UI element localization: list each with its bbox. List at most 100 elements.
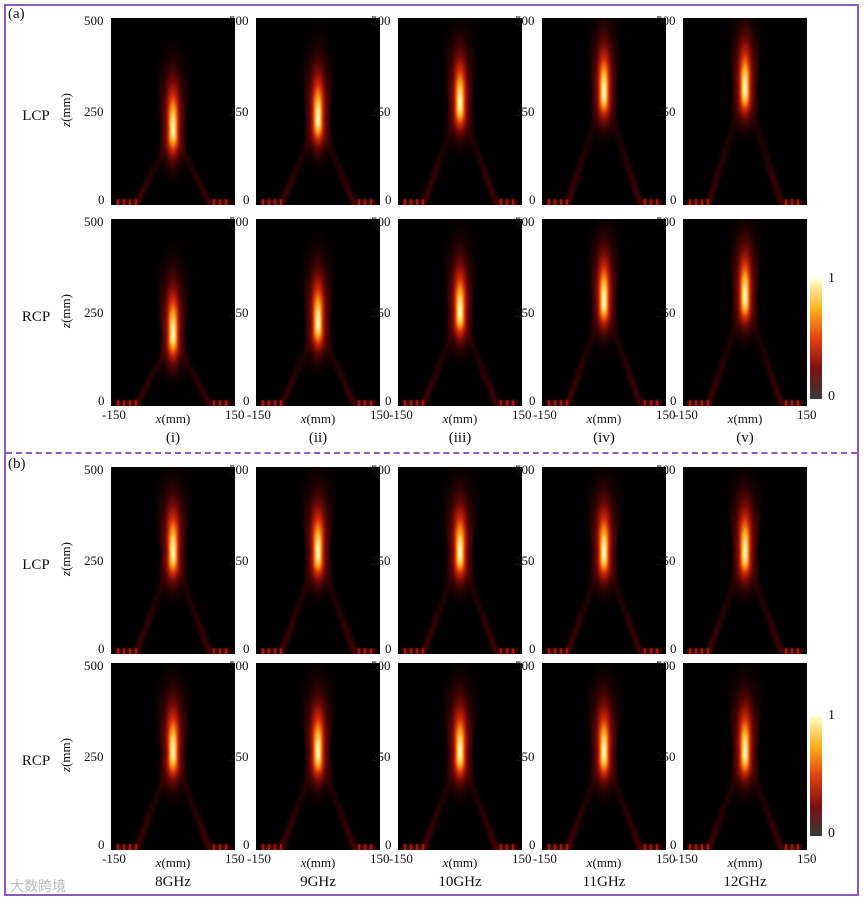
subplot-label: (i)	[165, 430, 181, 446]
intensity-map	[111, 18, 235, 205]
y-tick-label: 0	[385, 393, 392, 408]
y-tick-label: 0	[243, 393, 250, 408]
z-axis-unit: (mm)	[58, 294, 73, 323]
y-tick-label: 0	[385, 837, 392, 852]
y-tick-label: 250	[371, 552, 391, 568]
y-tick-label: 0	[670, 641, 677, 656]
y-tick-label: 0	[529, 192, 536, 207]
x-axis-var: x	[155, 411, 162, 426]
z-axis-var: z	[58, 570, 73, 576]
x-tick-label: 150	[797, 407, 817, 422]
y-tick-label: 0	[98, 837, 105, 852]
x-tick-label: 150	[370, 407, 390, 422]
y-tick-label: 250	[515, 103, 535, 119]
x-tick-label: -150	[247, 407, 271, 422]
y-tick-label: 0	[243, 192, 250, 207]
y-tick-label: 0	[243, 641, 250, 656]
y-tick-label: 500	[656, 13, 676, 28]
z-axis-var: z	[58, 322, 73, 328]
y-tick-label: 250	[84, 304, 104, 320]
y-tick-label: 0	[243, 837, 250, 852]
colorbar-min-label: 0	[828, 826, 835, 841]
y-tick-label: 0	[529, 393, 536, 408]
x-axis-var: x	[727, 411, 734, 426]
z-axis-unit: (mm)	[58, 93, 73, 122]
y-tick-label: 250	[371, 304, 391, 320]
z-axis-label: z(mm)	[58, 529, 74, 589]
x-axis-unit: (mm)	[161, 411, 191, 426]
subplot-label: (iv)	[593, 430, 615, 446]
z-axis-var: z	[58, 121, 73, 127]
x-axis-label: x(mm)	[710, 411, 780, 427]
panel-divider	[6, 452, 857, 454]
x-tick-label: -150	[674, 851, 698, 866]
x-axis-label: x(mm)	[283, 411, 353, 427]
x-axis-var: x	[586, 855, 593, 870]
x-axis-var: x	[300, 855, 307, 870]
x-axis-unit: (mm)	[448, 855, 478, 870]
x-axis-unit: (mm)	[306, 855, 336, 870]
intensity-map	[683, 467, 807, 654]
y-tick-label: 500	[656, 462, 676, 477]
x-tick-label: -150	[674, 407, 698, 422]
y-tick-label: 250	[515, 748, 535, 764]
x-axis-label: x(mm)	[425, 855, 495, 871]
intensity-map	[111, 467, 235, 654]
colorbar	[810, 716, 822, 836]
intensity-map	[111, 663, 235, 850]
y-tick-label: 250	[656, 748, 676, 764]
intensity-map	[398, 663, 522, 850]
colorbar-max-label: 1	[828, 271, 835, 286]
y-tick-label: 0	[529, 837, 536, 852]
y-tick-label: 250	[656, 304, 676, 320]
z-axis-label: z(mm)	[58, 281, 74, 341]
x-axis-var: x	[442, 855, 449, 870]
y-tick-label: 250	[84, 552, 104, 568]
y-tick-label: 250	[371, 748, 391, 764]
x-axis-label: x(mm)	[138, 411, 208, 427]
y-tick-label: 250	[84, 748, 104, 764]
x-axis-unit: (mm)	[733, 855, 763, 870]
y-tick-label: 500	[229, 462, 249, 477]
x-axis-label: x(mm)	[425, 411, 495, 427]
intensity-map	[398, 18, 522, 205]
x-tick-label: 150	[797, 851, 817, 866]
y-tick-label: 250	[229, 304, 249, 320]
x-axis-var: x	[155, 855, 162, 870]
x-axis-var: x	[300, 411, 307, 426]
y-tick-label: 500	[656, 214, 676, 229]
x-axis-unit: (mm)	[306, 411, 336, 426]
colorbar-min-label: 0	[828, 389, 835, 404]
y-tick-label: 250	[229, 552, 249, 568]
x-axis-var: x	[586, 411, 593, 426]
y-tick-label: 500	[515, 658, 535, 673]
y-tick-label: 500	[371, 13, 391, 28]
x-tick-label: -150	[389, 407, 413, 422]
x-axis-unit: (mm)	[161, 855, 191, 870]
subplot-label: (v)	[736, 430, 754, 446]
z-axis-unit: (mm)	[58, 738, 73, 767]
subplot-label: (ii)	[308, 430, 328, 446]
y-tick-label: 500	[229, 13, 249, 28]
row-label: LCP	[22, 108, 50, 124]
x-tick-label: 150	[656, 407, 676, 422]
x-axis-label: x(mm)	[569, 411, 639, 427]
row-label: LCP	[22, 557, 50, 573]
subplot-label: 10GHz	[438, 874, 482, 890]
y-tick-label: 500	[656, 658, 676, 673]
y-tick-label: 250	[229, 748, 249, 764]
intensity-map	[398, 219, 522, 406]
x-tick-label: 150	[656, 851, 676, 866]
y-tick-label: 0	[670, 837, 677, 852]
intensity-map	[683, 18, 807, 205]
intensity-map	[683, 663, 807, 850]
y-tick-label: 500	[515, 214, 535, 229]
y-tick-label: 500	[371, 214, 391, 229]
y-tick-label: 500	[371, 658, 391, 673]
y-tick-label: 250	[515, 304, 535, 320]
x-tick-label: -150	[247, 851, 271, 866]
y-tick-label: 250	[515, 552, 535, 568]
y-tick-label: 0	[670, 393, 677, 408]
z-axis-label: z(mm)	[58, 725, 74, 785]
colorbar-max-label: 1	[828, 708, 835, 723]
